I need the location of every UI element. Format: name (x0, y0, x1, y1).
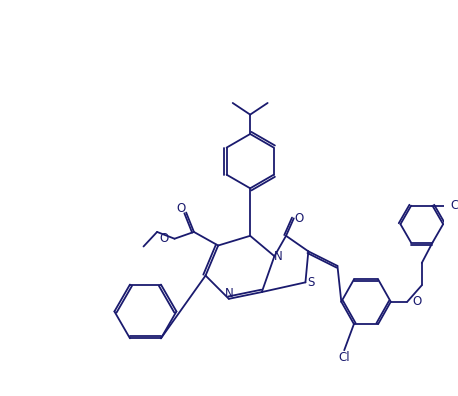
Text: O: O (159, 232, 169, 245)
Text: S: S (308, 276, 315, 289)
Text: O: O (294, 212, 303, 225)
Text: Cl: Cl (338, 350, 350, 364)
Text: N: N (224, 287, 233, 299)
Text: O: O (177, 202, 186, 215)
Text: O: O (412, 295, 421, 308)
Text: Cl: Cl (450, 199, 458, 212)
Text: N: N (274, 250, 283, 263)
